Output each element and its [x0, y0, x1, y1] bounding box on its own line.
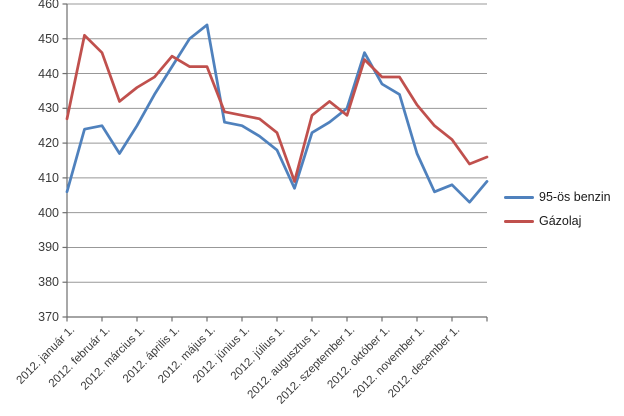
y-axis-label: 410 [38, 170, 59, 185]
y-axis-label: 390 [38, 240, 59, 255]
legend: 95-ös benzin Gázolaj [504, 185, 611, 233]
legend-label-benzin: 95-ös benzin [539, 190, 611, 204]
y-axis-label: 380 [38, 275, 59, 290]
y-axis-label: 420 [38, 136, 59, 151]
legend-item-gazolaj: Gázolaj [504, 209, 611, 233]
y-axis-label: 440 [38, 66, 59, 81]
legend-label-gazolaj: Gázolaj [539, 214, 582, 228]
series-line-gazolaj [65, 33, 489, 183]
y-axis-label: 450 [38, 31, 59, 46]
y-axis-label: 430 [38, 101, 59, 116]
benzin-line-swatch [504, 195, 534, 199]
gazolaj-line-swatch [504, 219, 534, 223]
y-axis-label: 370 [38, 310, 59, 324]
y-axis-label: 460 [38, 0, 59, 11]
series-line-benzin [65, 23, 489, 204]
legend-item-benzin: 95-ös benzin [504, 185, 611, 209]
y-axis-label: 400 [38, 205, 59, 220]
